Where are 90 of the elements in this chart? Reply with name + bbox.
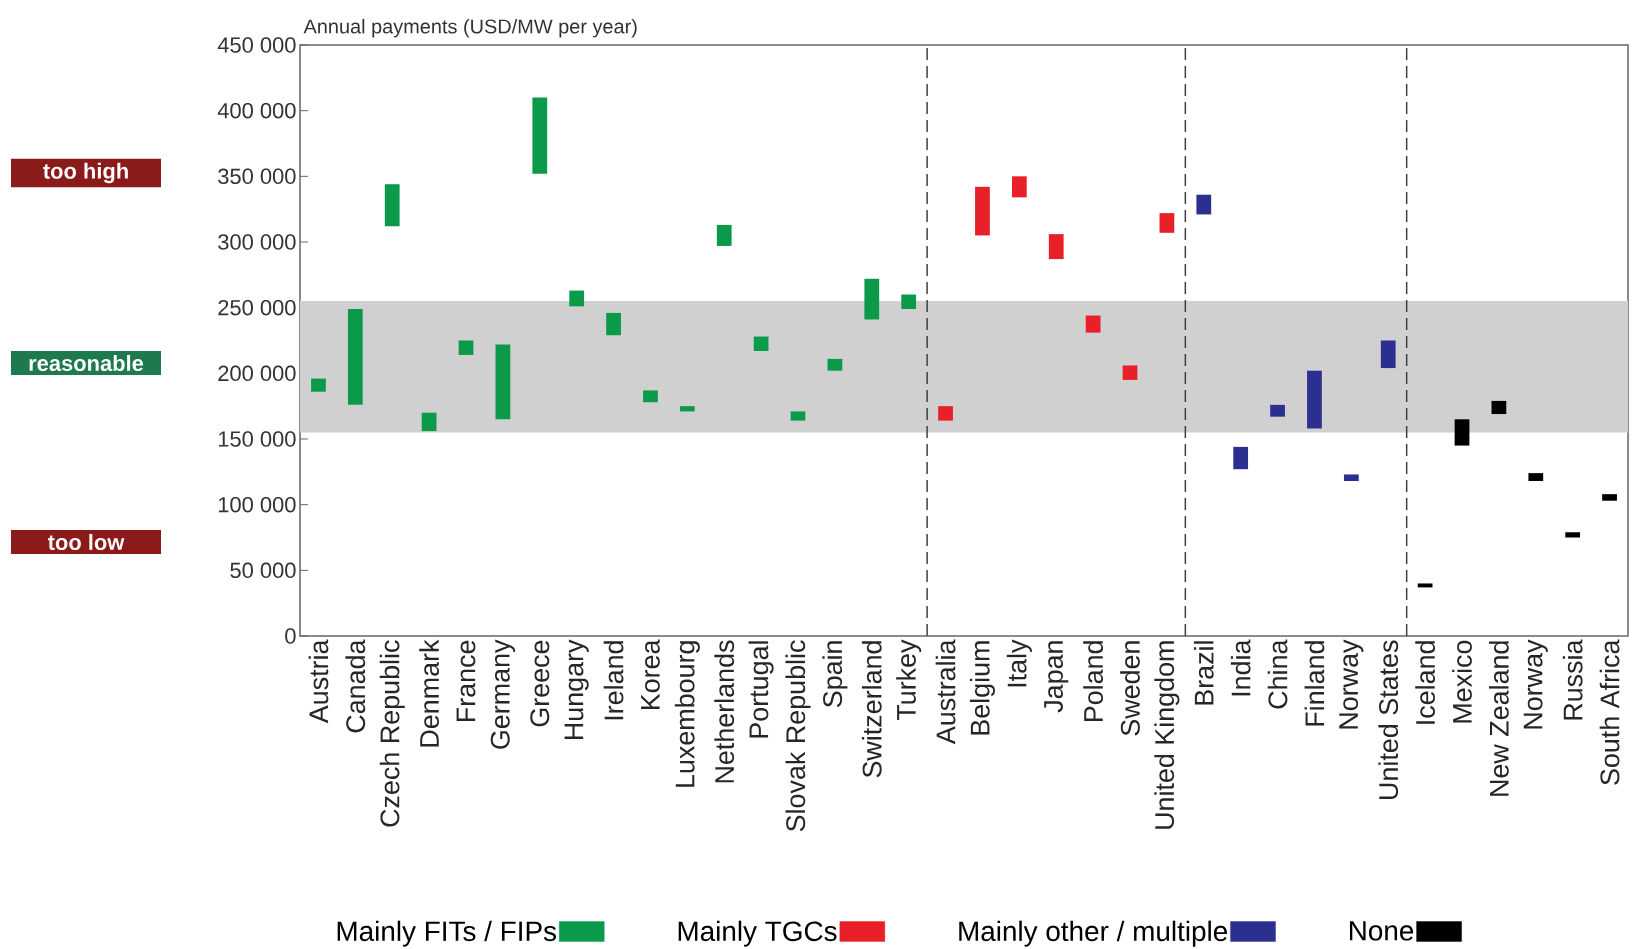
x-tick-label: Belgium — [969, 641, 995, 735]
y-tick-label: 200 000 — [218, 365, 296, 382]
x-tick-label: Iceland — [1415, 641, 1435, 724]
bar — [1491, 400, 1507, 415]
bar — [1048, 234, 1064, 260]
bar — [311, 378, 326, 392]
y-tick-label: 0 — [285, 628, 296, 644]
legend-label: None — [1349, 921, 1414, 941]
x-tick-label: Brazil — [1193, 641, 1214, 705]
y-tick-label: 400 000 — [217, 102, 296, 119]
bar — [458, 340, 474, 355]
x-tick-label: Hungary — [564, 639, 589, 739]
x-tick-label: Poland — [1083, 641, 1103, 722]
y-tick-label: 50 000 — [230, 562, 296, 579]
x-tick-label: Portugal — [748, 641, 774, 738]
bar — [347, 308, 363, 405]
x-tick-label: Norway — [1339, 639, 1364, 729]
bar — [975, 186, 990, 236]
x-tick-label: United States — [1378, 640, 1399, 799]
x-tick-label: Sweden — [1120, 641, 1140, 736]
bar — [1011, 176, 1027, 198]
bar — [753, 336, 769, 351]
x-tick-label: Finland — [1304, 641, 1325, 726]
bar — [1307, 370, 1322, 429]
x-tick-label: New Zealand — [1489, 641, 1509, 796]
bar — [606, 312, 621, 336]
bar — [569, 290, 585, 307]
bar — [421, 412, 437, 432]
x-tick-label: India — [1230, 639, 1251, 696]
x-tick-label: Norway — [1523, 639, 1548, 729]
x-tick-label: Ireland — [603, 641, 624, 720]
bar — [1085, 315, 1101, 333]
bar — [827, 358, 843, 371]
bar — [716, 224, 732, 246]
y-tick-label: 350 000 — [218, 168, 296, 185]
x-tick-label: Italy — [1006, 639, 1032, 687]
bar — [1233, 446, 1249, 470]
bar — [1343, 474, 1359, 482]
x-tick-label: Greece — [530, 640, 550, 727]
text: too low — [47, 533, 125, 551]
bar — [495, 344, 511, 420]
x-tick-label: Switzerland — [861, 641, 882, 778]
text: too high — [43, 162, 128, 184]
x-tick-label: Turkey — [896, 639, 922, 721]
bar — [790, 411, 806, 421]
bar — [643, 390, 658, 403]
x-tick-label: Japan — [1044, 641, 1069, 713]
x-tick-label: South Africa — [1599, 639, 1620, 785]
bar — [1196, 194, 1212, 215]
x-tick-label: China — [1267, 639, 1288, 709]
bar — [1380, 340, 1396, 369]
bar — [1122, 365, 1138, 380]
y-axis-title: Annual payments (USD/MW per year) — [303, 18, 637, 38]
bar — [1602, 494, 1617, 501]
bar — [1417, 583, 1433, 588]
y-tick-label: 450 000 — [217, 37, 296, 53]
x-tick-label: Austria — [308, 639, 329, 724]
x-tick-label: Mexico — [1452, 640, 1472, 723]
x-tick-label: Slovak Republic — [785, 640, 811, 832]
x-tick-label: Spain — [822, 641, 848, 708]
x-tick-label: United Kingdom — [1154, 641, 1180, 829]
x-tick-label: Germany — [490, 639, 516, 749]
x-tick-label: Czech Republic — [379, 640, 405, 827]
x-tick-label: Denmark — [419, 639, 439, 747]
legend-label: Mainly TGCs — [678, 920, 837, 947]
y-tick-label: 300 000 — [218, 234, 296, 250]
x-tick-label: Australia — [935, 639, 956, 745]
text: reasonable — [29, 354, 144, 372]
bar — [532, 97, 548, 174]
bar — [1270, 404, 1285, 417]
bar — [901, 294, 917, 309]
x-tick-label: Russia — [1562, 639, 1583, 720]
bar — [679, 406, 695, 412]
bar — [384, 184, 400, 227]
bar — [1159, 213, 1175, 233]
bar — [938, 406, 953, 421]
x-tick-label: Netherlands — [714, 640, 735, 783]
x-tick-label: Korea — [641, 639, 660, 710]
bar — [1528, 473, 1544, 482]
x-tick-label: France — [456, 640, 476, 722]
y-tick-label: 250 000 — [218, 299, 296, 316]
bar — [864, 278, 880, 320]
bar — [1565, 532, 1581, 538]
legend-label: Mainly FITs / FIPs — [337, 920, 557, 947]
x-tick-label: Canada — [345, 639, 366, 733]
legend-label: Mainly other / multiple — [959, 920, 1228, 947]
y-tick-label: 150 000 — [218, 431, 296, 447]
bar — [1454, 419, 1470, 446]
y-tick-label: 100 000 — [218, 496, 296, 513]
x-tick-label: Luxembourg — [674, 641, 700, 787]
